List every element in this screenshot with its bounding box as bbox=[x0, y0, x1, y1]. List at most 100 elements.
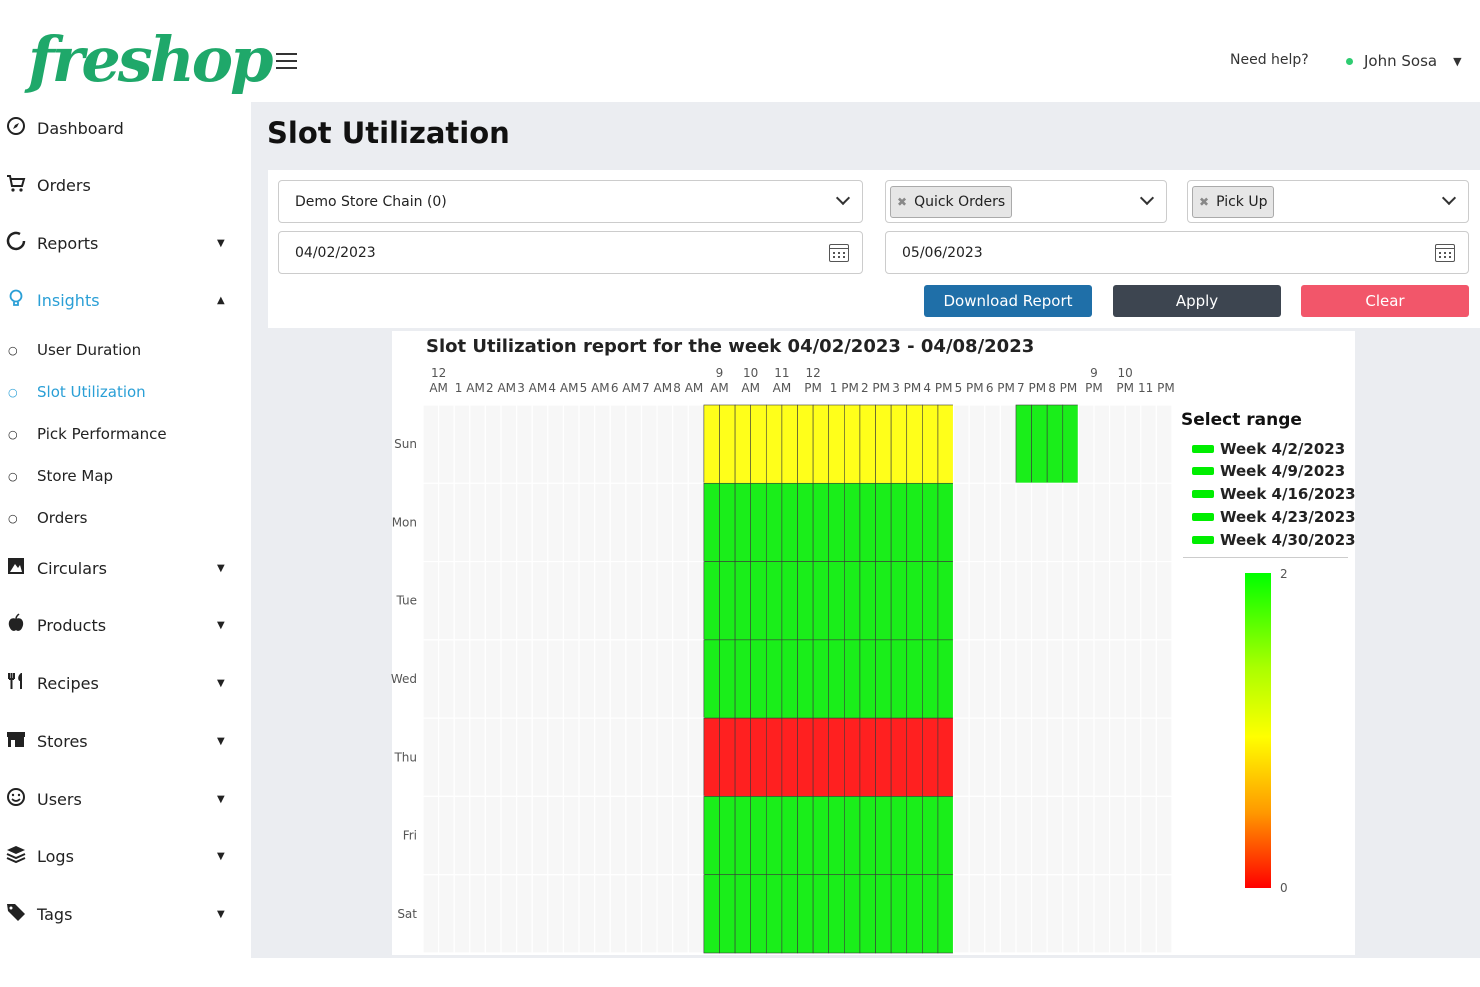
heatmap-cell[interactable] bbox=[656, 717, 674, 798]
heatmap-cell[interactable] bbox=[531, 874, 549, 954]
heatmap-cell[interactable] bbox=[765, 404, 783, 484]
heatmap-cell[interactable] bbox=[625, 874, 643, 954]
start-date-field[interactable]: 04/02/2023 bbox=[278, 231, 863, 274]
heatmap-cell[interactable] bbox=[500, 560, 518, 641]
heatmap-cell[interactable] bbox=[531, 639, 549, 719]
heatmap-cell[interactable] bbox=[765, 717, 783, 797]
sidebar-subitem-orders[interactable]: ○ Orders bbox=[0, 506, 251, 530]
color-scale-bar[interactable] bbox=[1245, 573, 1271, 888]
heatmap-cell[interactable] bbox=[734, 404, 751, 484]
heatmap-cell[interactable] bbox=[578, 560, 596, 641]
user-menu[interactable]: John Sosa ▼ bbox=[1346, 52, 1462, 70]
heatmap-cell[interactable] bbox=[781, 482, 798, 562]
heatmap-cell[interactable] bbox=[999, 874, 1017, 954]
apply-button[interactable]: Apply bbox=[1113, 285, 1281, 317]
heatmap-cell[interactable] bbox=[469, 717, 487, 798]
sidebar-item-reports[interactable]: Reports ▼ bbox=[0, 228, 251, 258]
heatmap-cell[interactable] bbox=[609, 482, 627, 563]
heatmap-cell[interactable] bbox=[640, 482, 658, 563]
heatmap-cell[interactable] bbox=[859, 796, 876, 876]
heatmap-cell[interactable] bbox=[672, 795, 689, 876]
sidebar-item-recipes[interactable]: Recipes ▼ bbox=[0, 668, 251, 698]
hamburger-menu-icon[interactable] bbox=[276, 53, 297, 69]
heatmap-cell[interactable] bbox=[625, 482, 643, 563]
heatmap-cell[interactable] bbox=[547, 560, 565, 641]
heatmap-cell[interactable] bbox=[422, 560, 440, 641]
heatmap-cell[interactable] bbox=[1077, 795, 1095, 876]
heatmap-cell[interactable] bbox=[797, 482, 814, 562]
heatmap-cell[interactable] bbox=[906, 482, 923, 562]
heatmap-cell[interactable] bbox=[453, 639, 471, 719]
heatmap-cell[interactable] bbox=[719, 561, 736, 641]
heatmap-cell[interactable] bbox=[562, 482, 580, 563]
heatmap-cell[interactable] bbox=[719, 482, 736, 562]
heatmap-cell[interactable] bbox=[937, 639, 954, 719]
heatmap-cell[interactable] bbox=[656, 639, 674, 719]
heatmap-cell[interactable] bbox=[890, 717, 908, 797]
quick-orders-chip[interactable]: ✖ Quick Orders bbox=[890, 185, 1013, 218]
heatmap-cell[interactable] bbox=[1093, 717, 1111, 798]
heatmap-cell[interactable] bbox=[484, 717, 502, 798]
heatmap-cell[interactable] bbox=[1062, 874, 1079, 954]
heatmap-cell[interactable] bbox=[1140, 874, 1157, 954]
sidebar-subitem-slot-utilization[interactable]: ○ Slot Utilization bbox=[0, 380, 251, 404]
heatmap-cell[interactable] bbox=[531, 482, 549, 563]
heatmap-cell[interactable] bbox=[640, 717, 658, 798]
heatmap-cell[interactable] bbox=[438, 639, 455, 719]
heatmap-cell[interactable] bbox=[1108, 639, 1126, 719]
heatmap-cell[interactable] bbox=[703, 482, 720, 562]
legend-entry-week-2[interactable]: Week 4/9/2023 bbox=[1192, 462, 1345, 480]
heatmap-cell[interactable] bbox=[812, 561, 830, 641]
heatmap-cell[interactable] bbox=[1108, 717, 1126, 798]
pick-up-chip[interactable]: ✖ Pick Up bbox=[1192, 185, 1275, 218]
heatmap-cell[interactable] bbox=[1077, 482, 1095, 563]
heatmap-cell[interactable] bbox=[422, 482, 440, 563]
heatmap-cell[interactable] bbox=[1015, 404, 1032, 484]
remove-chip-icon[interactable]: ✖ bbox=[1199, 194, 1210, 209]
heatmap-cell[interactable] bbox=[422, 639, 440, 719]
heatmap-cell[interactable] bbox=[1077, 717, 1095, 798]
fulfillment-select[interactable]: ✖ Pick Up bbox=[1187, 180, 1469, 223]
heatmap-cell[interactable] bbox=[1030, 560, 1048, 641]
heatmap-cell[interactable] bbox=[609, 795, 627, 876]
heatmap-cell[interactable] bbox=[734, 639, 751, 719]
heatmap-cell[interactable] bbox=[750, 561, 767, 641]
heatmap-cell[interactable] bbox=[906, 404, 923, 484]
heatmap-cell[interactable] bbox=[1077, 639, 1095, 719]
heatmap-cell[interactable] bbox=[922, 639, 939, 719]
heatmap-cell[interactable] bbox=[578, 404, 596, 484]
heatmap-cell[interactable] bbox=[968, 560, 986, 641]
heatmap-cell[interactable] bbox=[469, 404, 487, 484]
heatmap-cell[interactable] bbox=[1124, 795, 1142, 876]
heatmap-cell[interactable] bbox=[1155, 639, 1173, 719]
heatmap-cell[interactable] bbox=[422, 874, 440, 954]
heatmap-cell[interactable] bbox=[1093, 482, 1111, 563]
heatmap-cell[interactable] bbox=[750, 796, 767, 876]
heatmap-cell[interactable] bbox=[1046, 717, 1064, 798]
heatmap-cell[interactable] bbox=[703, 404, 720, 484]
heatmap-cell[interactable] bbox=[765, 639, 783, 719]
heatmap-cell[interactable] bbox=[812, 404, 830, 484]
heatmap-cell[interactable] bbox=[703, 874, 720, 954]
sidebar-subitem-user-duration[interactable]: ○ User Duration bbox=[0, 338, 251, 362]
heatmap-cell[interactable] bbox=[516, 795, 533, 876]
heatmap-cell[interactable] bbox=[999, 639, 1017, 719]
sidebar-item-dashboard[interactable]: Dashboard bbox=[0, 113, 251, 143]
heatmap-cell[interactable] bbox=[890, 796, 908, 876]
heatmap-cell[interactable] bbox=[469, 795, 487, 876]
heatmap-cell[interactable] bbox=[906, 796, 923, 876]
heatmap-cell[interactable] bbox=[453, 404, 471, 484]
legend-entry-week-3[interactable]: Week 4/16/2023 bbox=[1192, 485, 1356, 503]
heatmap-cell[interactable] bbox=[1124, 874, 1142, 954]
heatmap-cell[interactable] bbox=[828, 561, 845, 641]
heatmap-cell[interactable] bbox=[922, 874, 939, 954]
heatmap-cell[interactable] bbox=[1155, 404, 1173, 484]
heatmap-cell[interactable] bbox=[999, 482, 1017, 563]
heatmap-cell[interactable] bbox=[672, 874, 689, 954]
heatmap-cell[interactable] bbox=[547, 874, 565, 954]
heatmap-cell[interactable] bbox=[1093, 874, 1111, 954]
heatmap-cell[interactable] bbox=[453, 560, 471, 641]
heatmap-cell[interactable] bbox=[952, 717, 970, 798]
heatmap-cell[interactable] bbox=[1140, 639, 1157, 719]
heatmap-cell[interactable] bbox=[469, 482, 487, 563]
